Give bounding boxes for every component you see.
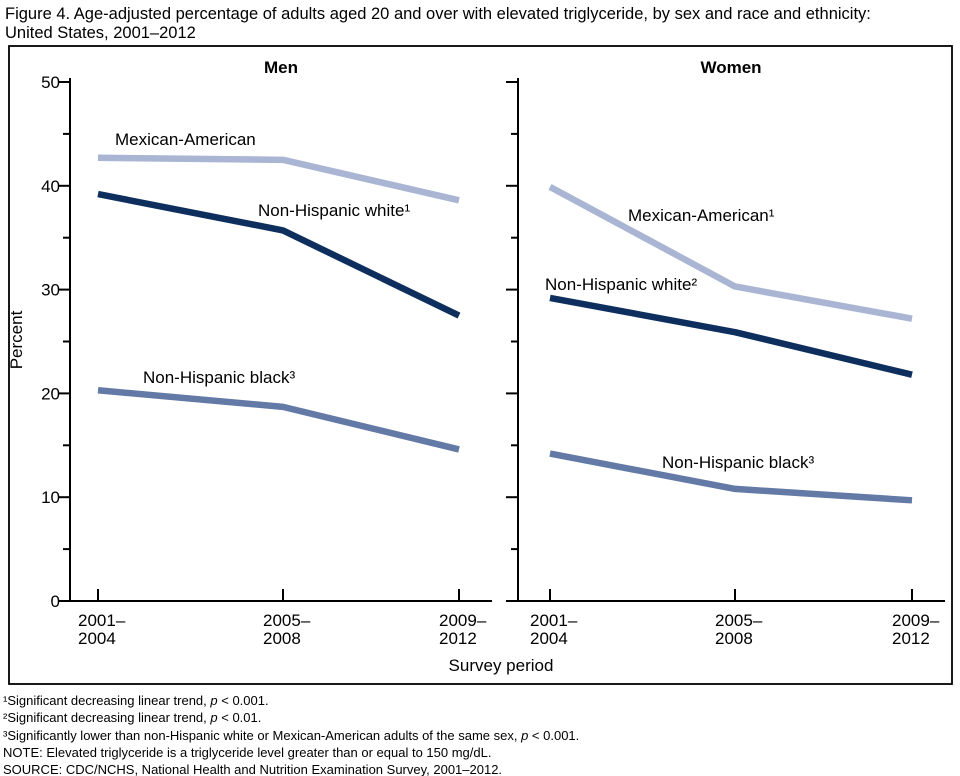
figure-border bbox=[8, 45, 953, 685]
footnote-3-p: p bbox=[521, 727, 529, 743]
men-x-tick-label: 2008 bbox=[263, 629, 301, 648]
men-label-non-hispanic-black: Non-Hispanic black³ bbox=[143, 368, 295, 387]
footnote-3-tail: < 0.001. bbox=[528, 727, 580, 743]
women-x-tick-label: 2001– bbox=[530, 611, 578, 630]
footnote-1: ¹Significant decreasing linear trend, p … bbox=[3, 692, 957, 709]
footnotes: ¹Significant decreasing linear trend, p … bbox=[3, 692, 957, 776]
footnote-source-text: SOURCE: CDC/NCHS, National Health and Nu… bbox=[3, 762, 503, 776]
footnote-3-text: ³Significantly lower than non-Hispanic w… bbox=[3, 727, 522, 743]
women-x-tick-label: 2004 bbox=[530, 629, 568, 648]
men-x-tick-label: 2005– bbox=[263, 611, 311, 630]
women-x-tick-label: 2008 bbox=[715, 629, 753, 648]
men-x-tick-label: 2009– bbox=[439, 611, 487, 630]
women-label-non-hispanic-white: Non-Hispanic white² bbox=[545, 275, 697, 294]
y-axis-tick-label: 40 bbox=[41, 177, 60, 196]
footnote-source: SOURCE: CDC/NCHS, National Health and Nu… bbox=[3, 761, 957, 776]
footnote-2: ²Significant decreasing linear trend, p … bbox=[3, 709, 957, 726]
footnote-2-p: p bbox=[210, 710, 218, 726]
men-line-non-hispanic-white bbox=[97, 190, 461, 319]
women-x-tick-label: 2012 bbox=[892, 629, 930, 648]
footnote-note: NOTE: Elevated triglyceride is a triglyc… bbox=[3, 744, 957, 761]
men-x-tick-label: 2001– bbox=[78, 611, 126, 630]
men-panel-title: Men bbox=[264, 58, 298, 77]
footnote-1-text: ¹Significant decreasing linear trend, bbox=[3, 693, 211, 708]
men-x-tick-label: 2004 bbox=[78, 629, 116, 648]
women-label-non-hispanic-black: Non-Hispanic black³ bbox=[662, 453, 814, 472]
figure-title-line-2: United States, 2001–2012 bbox=[5, 24, 196, 42]
women-label-mexican-american: Mexican-American¹ bbox=[628, 206, 775, 225]
men-label-mexican-american: Mexican-American bbox=[115, 130, 256, 149]
women-line-non-hispanic-white bbox=[549, 294, 913, 378]
figure-title-line-1: Figure 4. Age-adjusted percentage of adu… bbox=[5, 5, 871, 23]
footnote-note-text: NOTE: Elevated triglyceride is a triglyc… bbox=[3, 744, 492, 760]
footnote-3: ³Significantly lower than non-Hispanic w… bbox=[3, 727, 957, 744]
footnote-1-tail: < 0.001. bbox=[217, 693, 269, 708]
y-axis-title: Percent bbox=[7, 310, 26, 369]
y-axis-tick-label: 10 bbox=[41, 488, 60, 507]
women-x-tick-label: 2009– bbox=[892, 611, 940, 630]
women-x-tick-label: 2005– bbox=[715, 611, 763, 630]
women-line-mexican-american bbox=[548, 183, 913, 322]
men-line-mexican-american bbox=[97, 154, 460, 204]
footnote-2-tail: < 0.01. bbox=[217, 710, 262, 726]
y-axis-tick-label: 20 bbox=[41, 384, 60, 403]
y-axis-tick-label: 50 bbox=[41, 73, 60, 92]
x-axis-title: Survey period bbox=[449, 656, 554, 675]
men-line-non-hispanic-black bbox=[97, 387, 460, 453]
footnote-2-text: ²Significant decreasing linear trend, bbox=[3, 710, 211, 726]
women-line-non-hispanic-black bbox=[549, 450, 913, 504]
y-axis-tick-label: 0 bbox=[51, 592, 60, 611]
men-x-tick-label: 2012 bbox=[439, 629, 477, 648]
figure-title: Figure 4. Age-adjusted percentage of adu… bbox=[5, 5, 955, 43]
women-panel-title: Women bbox=[700, 58, 761, 77]
y-axis-tick-label: 30 bbox=[41, 281, 60, 300]
footnote-1-p: p bbox=[210, 693, 218, 708]
men-label-non-hispanic-white: Non-Hispanic white¹ bbox=[258, 201, 410, 220]
